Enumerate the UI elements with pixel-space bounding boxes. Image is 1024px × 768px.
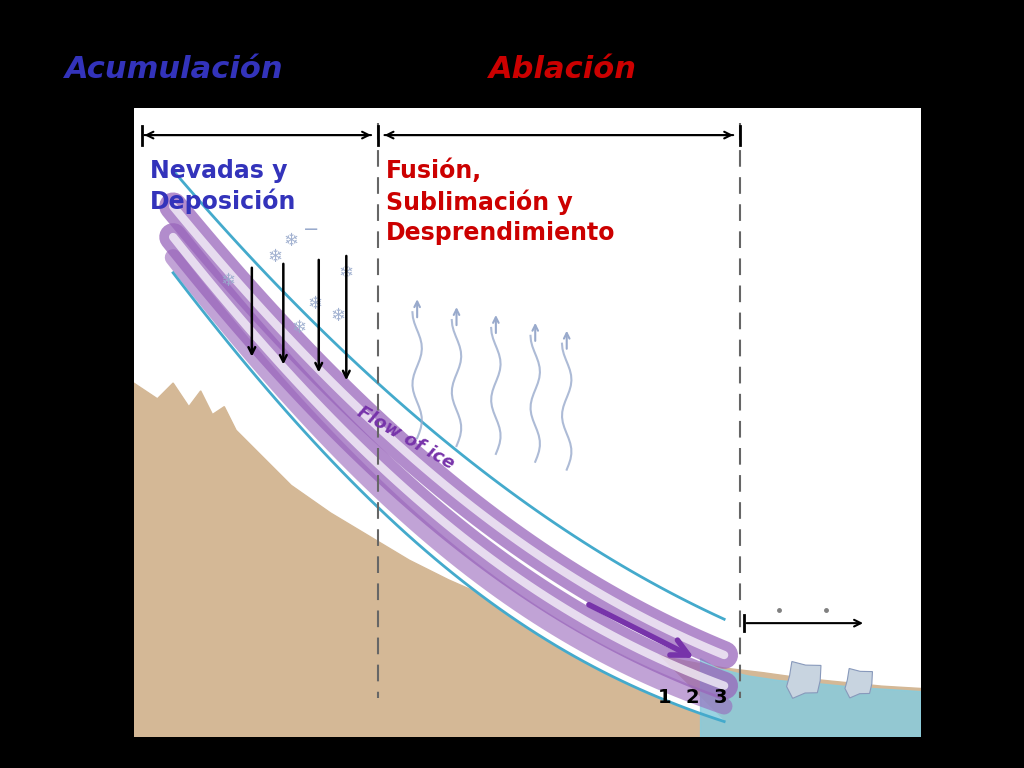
Text: 2: 2 xyxy=(686,688,699,707)
Polygon shape xyxy=(786,661,821,698)
Text: ❄: ❄ xyxy=(339,264,354,282)
Text: ❄: ❄ xyxy=(268,248,283,266)
Text: −: − xyxy=(303,220,319,239)
Text: ❄: ❄ xyxy=(220,272,236,290)
Text: Flow of ice: Flow of ice xyxy=(354,403,458,473)
Polygon shape xyxy=(700,659,921,737)
Text: 1: 1 xyxy=(658,688,672,707)
Text: ❄: ❄ xyxy=(307,296,323,313)
Polygon shape xyxy=(173,170,724,722)
Text: Fusión,
Sublimación y
Desprendimiento: Fusión, Sublimación y Desprendimiento xyxy=(386,159,615,244)
Text: 3: 3 xyxy=(714,688,727,707)
Text: ❄: ❄ xyxy=(292,319,306,337)
Text: Ablación: Ablación xyxy=(489,55,637,84)
Text: Nevadas y
Deposición: Nevadas y Deposición xyxy=(150,159,296,214)
Text: ❄: ❄ xyxy=(284,233,299,250)
Polygon shape xyxy=(134,383,921,737)
Polygon shape xyxy=(845,668,872,698)
Text: ❄: ❄ xyxy=(331,307,346,325)
Text: Acumulación: Acumulación xyxy=(65,55,284,84)
